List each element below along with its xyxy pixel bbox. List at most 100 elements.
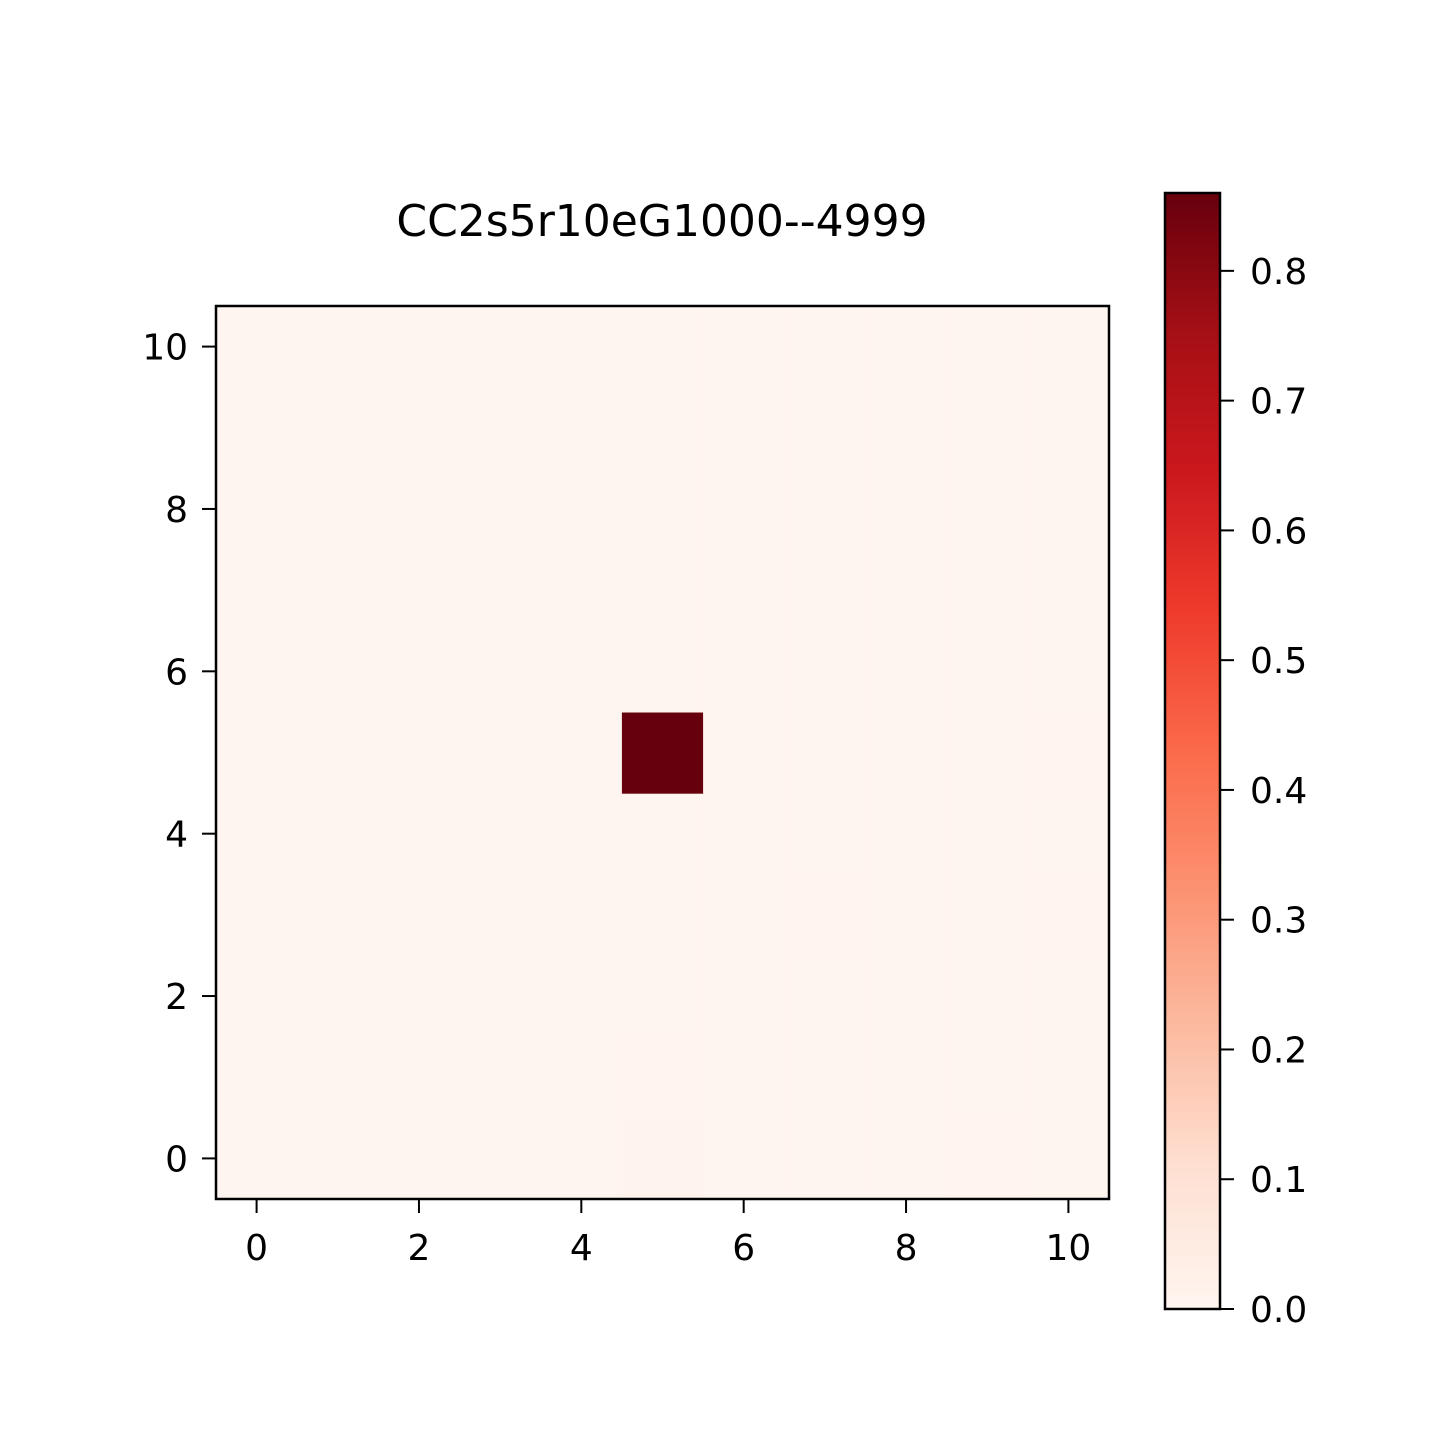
- x-tick-label: 2: [408, 1228, 431, 1269]
- heatmap-cell: [784, 793, 867, 875]
- y-tick-label: 8: [165, 490, 188, 531]
- heatmap-cell: [459, 874, 542, 957]
- x-tick-label: 0: [245, 1228, 268, 1269]
- heatmap-cell: [946, 711, 1029, 794]
- heatmap-cell: [621, 955, 704, 1038]
- colorbar-tick-label: 0.4: [1250, 771, 1307, 812]
- heatmap-cell: [540, 711, 623, 794]
- heatmap-cell: [865, 630, 948, 713]
- heatmap-cell: [297, 468, 379, 551]
- heatmap-cell: [378, 793, 461, 875]
- colorbar-tick-label: 0.2: [1250, 1030, 1307, 1071]
- heatmap-cell: [621, 711, 704, 794]
- heatmap-cell: [216, 711, 298, 794]
- heatmap-cell: [784, 955, 867, 1038]
- heatmap-cell: [865, 955, 948, 1038]
- heatmap-cell: [865, 468, 948, 551]
- heatmap-cell: [784, 549, 867, 632]
- heatmap-cell: [1027, 711, 1110, 794]
- heatmap-cell: [621, 306, 704, 388]
- x-tick-label: 4: [570, 1228, 593, 1269]
- colorbar-axis: 0.0 0.1 0.2 0.3 0.4 0.5 0.6 0.7 0.8: [1220, 252, 1307, 1331]
- heatmap-cell: [216, 1117, 298, 1200]
- heatmap-cell: [946, 1036, 1029, 1119]
- heatmap-cell: [540, 1036, 623, 1119]
- heatmap-cell: [621, 630, 704, 713]
- colorbar-frame: [1163, 191, 1222, 1311]
- heatmap-cell: [703, 874, 785, 957]
- heatmap-cell: [216, 387, 298, 469]
- heatmap-cell: [297, 549, 379, 632]
- heatmap-cell: [865, 387, 948, 469]
- plot-frame: [214, 304, 1111, 1201]
- heatmap-cell: [378, 711, 461, 794]
- x-tick-label: 8: [895, 1228, 918, 1269]
- heatmap-cell: [703, 1117, 785, 1200]
- heatmap-cell: [703, 630, 785, 713]
- chart-title: CC2s5r10eG1000--4999: [396, 196, 927, 247]
- x-tick-label: 10: [1046, 1228, 1092, 1269]
- x-axis: 0 2 4 6 8 10: [245, 1199, 1091, 1269]
- heatmap-cell: [1027, 1117, 1110, 1200]
- heatmap-cell: [540, 955, 623, 1038]
- heatmap-cell: [297, 711, 379, 794]
- heatmap-cell: [784, 630, 867, 713]
- heatmap-cell: [946, 549, 1029, 632]
- heatmap-cell: [216, 468, 298, 551]
- heatmap-cell: [703, 468, 785, 551]
- heatmap-cell: [703, 955, 785, 1038]
- heatmap-cell: [378, 874, 461, 957]
- heatmap-cell: [540, 387, 623, 469]
- colorbar-tick-label: 0.6: [1250, 511, 1307, 552]
- y-tick-label: 4: [165, 815, 188, 856]
- heatmap-cell: [784, 387, 867, 469]
- heatmap-cell: [784, 1117, 867, 1200]
- heatmap-cell: [946, 1117, 1029, 1200]
- heatmap-cell: [621, 1117, 704, 1200]
- heatmap-cell: [297, 793, 379, 875]
- heatmap-cell: [621, 874, 704, 957]
- colorbar: [1165, 193, 1220, 1309]
- heatmap-cell: [946, 630, 1029, 713]
- heatmap-cell: [297, 306, 379, 388]
- heatmap-cell: [216, 549, 298, 632]
- heatmap-cell: [703, 793, 785, 875]
- heatmap-cell: [540, 630, 623, 713]
- heatmap-cell: [540, 549, 623, 632]
- heatmap-cell: [621, 793, 704, 875]
- heatmap-cell: [1027, 549, 1110, 632]
- y-axis: 0 2 4 6 8 10: [142, 328, 216, 1180]
- heatmap-cell: [378, 955, 461, 1038]
- heatmap-cell: [784, 711, 867, 794]
- heatmap-cell: [459, 955, 542, 1038]
- heatmap-cell: [297, 630, 379, 713]
- heatmap-cell: [946, 468, 1029, 551]
- heatmap-cell: [784, 874, 867, 957]
- heatmap-cell: [378, 1117, 461, 1200]
- y-tick-label: 6: [165, 652, 188, 693]
- heatmap-cell: [1027, 306, 1110, 388]
- heatmap-cell: [784, 306, 867, 388]
- heatmap-cell: [216, 1036, 298, 1119]
- heatmap-cell: [865, 711, 948, 794]
- heatmap-cell: [784, 468, 867, 551]
- heatmap-cell: [703, 549, 785, 632]
- heatmap-cell: [459, 1117, 542, 1200]
- heatmap-cell: [378, 1036, 461, 1119]
- heatmap-cell: [784, 1036, 867, 1119]
- heatmap-cell: [459, 1036, 542, 1119]
- heatmap-cell: [297, 955, 379, 1038]
- heatmap-cell: [378, 387, 461, 469]
- heatmap-cell: [216, 306, 298, 388]
- heatmap-cell: [946, 793, 1029, 875]
- heatmap-cell: [216, 955, 298, 1038]
- heatmap-cell: [1027, 874, 1110, 957]
- y-tick-label: 0: [165, 1139, 188, 1180]
- heatmap-cell: [297, 874, 379, 957]
- heatmap-cell: [865, 1117, 948, 1200]
- heatmap-cell: [865, 874, 948, 957]
- heatmap-cell: [459, 630, 542, 713]
- heatmap-cell: [540, 874, 623, 957]
- heatmap-cell: [459, 793, 542, 875]
